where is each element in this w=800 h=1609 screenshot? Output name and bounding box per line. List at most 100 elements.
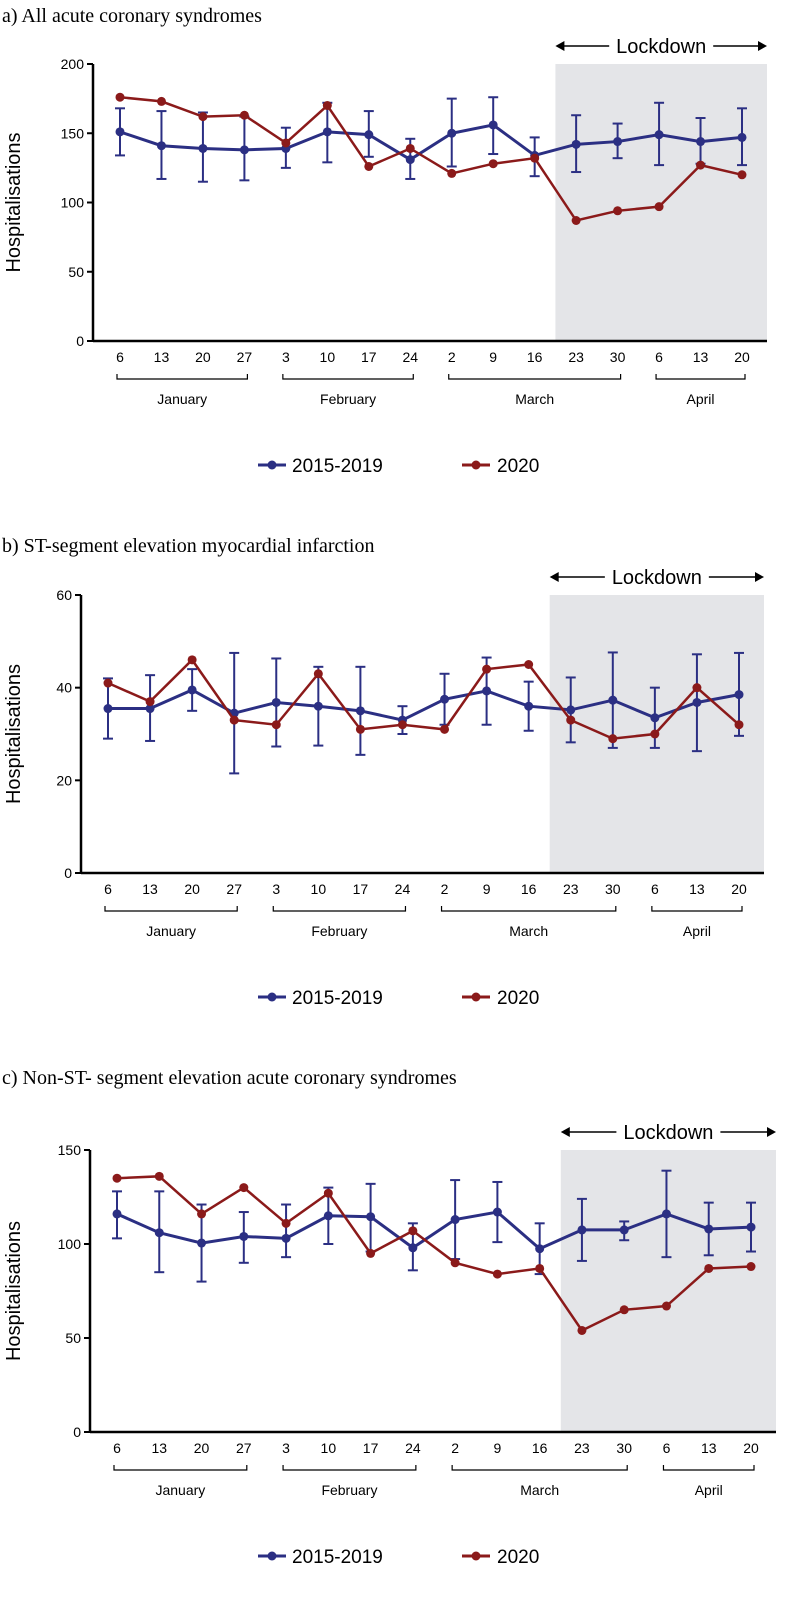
data-point xyxy=(405,155,415,165)
arrow-left-icon xyxy=(560,1127,570,1137)
series-line xyxy=(119,123,743,162)
data-point xyxy=(440,724,450,734)
data-point xyxy=(737,170,747,180)
data-point xyxy=(156,141,166,151)
chart-title: c) Non-ST- segment elevation acute coron… xyxy=(2,1067,457,1089)
legend-marker xyxy=(471,460,481,470)
month-label: March xyxy=(520,1482,559,1498)
x-tick-label: 20 xyxy=(184,881,200,897)
data-point xyxy=(112,1209,122,1219)
x-tick-label: 13 xyxy=(151,1440,167,1456)
x-tick-label: 6 xyxy=(116,349,124,365)
y-tick-label: 60 xyxy=(56,587,72,603)
data-point xyxy=(355,706,365,716)
x-tick-label: 10 xyxy=(311,881,327,897)
x-tick-label: 3 xyxy=(282,349,290,365)
data-point xyxy=(488,159,498,169)
data-point xyxy=(229,715,239,725)
data-point xyxy=(145,704,155,714)
x-tick-label: 10 xyxy=(321,1440,337,1456)
data-point xyxy=(239,145,249,155)
data-point xyxy=(313,701,323,711)
data-point xyxy=(281,1218,291,1228)
data-point xyxy=(524,660,534,669)
data-point xyxy=(239,1231,249,1241)
data-point xyxy=(535,1244,545,1254)
legend-label: 2020 xyxy=(497,1547,539,1568)
x-tick-label: 23 xyxy=(568,349,584,365)
legend-label: 2020 xyxy=(497,988,539,1009)
x-tick-label: 27 xyxy=(237,349,253,365)
month-label: January xyxy=(155,1482,205,1498)
data-point xyxy=(692,683,702,693)
series-line xyxy=(116,1210,752,1251)
x-tick-label: 6 xyxy=(104,881,112,897)
data-point xyxy=(322,101,332,111)
data-point xyxy=(408,1226,418,1236)
data-point xyxy=(447,128,457,138)
data-point xyxy=(364,161,374,171)
x-tick-label: 24 xyxy=(402,349,418,365)
x-tick-label: 3 xyxy=(272,881,280,897)
data-point xyxy=(112,1173,122,1183)
data-point xyxy=(115,92,125,102)
arrow-left-icon xyxy=(549,572,559,582)
x-tick-label: 27 xyxy=(236,1440,252,1456)
data-point xyxy=(450,1215,460,1225)
y-tick-label: 150 xyxy=(61,125,85,141)
data-point xyxy=(281,1233,291,1243)
data-point xyxy=(619,1225,629,1235)
y-tick-label: 50 xyxy=(65,1330,81,1346)
data-point xyxy=(696,160,706,170)
data-point xyxy=(654,202,664,212)
data-point xyxy=(355,724,365,734)
data-point xyxy=(488,120,498,130)
data-point xyxy=(704,1224,714,1234)
y-tick-label: 200 xyxy=(61,56,85,72)
month-bracket xyxy=(662,1465,755,1471)
data-point xyxy=(366,1248,376,1258)
chart-title: a) All acute coronary syndromes xyxy=(2,5,262,27)
x-tick-label: 30 xyxy=(605,881,621,897)
month-bracket xyxy=(448,374,622,380)
month-bracket xyxy=(116,374,248,380)
month-bracket xyxy=(655,374,746,380)
x-tick-label: 20 xyxy=(731,881,747,897)
legend-label: 2020 xyxy=(497,456,539,477)
x-tick-label: 24 xyxy=(395,881,411,897)
chart-panel-2: b) ST-segment elevation myocardial infar… xyxy=(2,535,764,1009)
data-point xyxy=(613,206,623,216)
y-tick-label: 150 xyxy=(58,1142,82,1158)
x-tick-label: 13 xyxy=(154,349,170,365)
x-tick-label: 9 xyxy=(489,349,497,365)
data-point xyxy=(577,1225,587,1235)
lockdown-region xyxy=(555,64,767,341)
x-tick-label: 2 xyxy=(448,349,456,365)
data-point xyxy=(577,1325,587,1335)
data-point xyxy=(492,1207,502,1217)
data-point xyxy=(482,664,492,674)
x-tick-label: 17 xyxy=(353,881,369,897)
month-label: February xyxy=(311,923,367,939)
month-bracket xyxy=(451,1465,628,1471)
data-point xyxy=(271,697,281,707)
x-tick-label: 9 xyxy=(483,881,491,897)
y-tick-label: 100 xyxy=(58,1236,82,1252)
x-tick-label: 6 xyxy=(655,349,663,365)
data-point xyxy=(608,695,618,705)
data-point xyxy=(364,130,374,140)
data-point xyxy=(608,734,618,744)
x-tick-label: 16 xyxy=(527,349,543,365)
y-tick-label: 40 xyxy=(56,680,72,696)
data-point xyxy=(734,720,744,730)
data-point xyxy=(447,168,457,178)
month-label: April xyxy=(687,391,715,407)
x-tick-label: 16 xyxy=(521,881,537,897)
data-point xyxy=(654,130,664,140)
arrow-left-icon xyxy=(555,41,565,51)
month-label: January xyxy=(146,923,196,939)
legend-marker xyxy=(471,992,481,1002)
data-point xyxy=(650,713,660,723)
y-axis-label: Hospitalisations xyxy=(3,132,25,272)
legend-marker xyxy=(267,460,277,470)
